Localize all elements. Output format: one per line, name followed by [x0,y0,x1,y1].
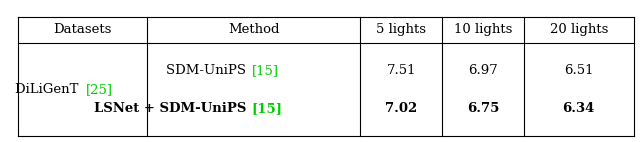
Text: 7.02: 7.02 [385,102,417,115]
Text: [15]: [15] [252,102,283,115]
Text: 6.97: 6.97 [468,64,498,77]
Text: 6.34: 6.34 [563,102,595,115]
Text: 6.75: 6.75 [467,102,499,115]
Text: Method: Method [228,23,280,36]
Text: 7.51: 7.51 [387,64,416,77]
Text: [15]: [15] [252,64,279,77]
Text: LSNet + SDM-UniPS: LSNet + SDM-UniPS [93,102,250,115]
Text: Datasets: Datasets [53,23,112,36]
Text: 10 lights: 10 lights [454,23,512,36]
Text: [25]: [25] [86,83,113,96]
Text: 5 lights: 5 lights [376,23,426,36]
Text: 20 lights: 20 lights [550,23,608,36]
Text: DiLiGenT: DiLiGenT [15,83,83,96]
Text: SDM-UniPS: SDM-UniPS [166,64,250,77]
Text: 6.51: 6.51 [564,64,593,77]
